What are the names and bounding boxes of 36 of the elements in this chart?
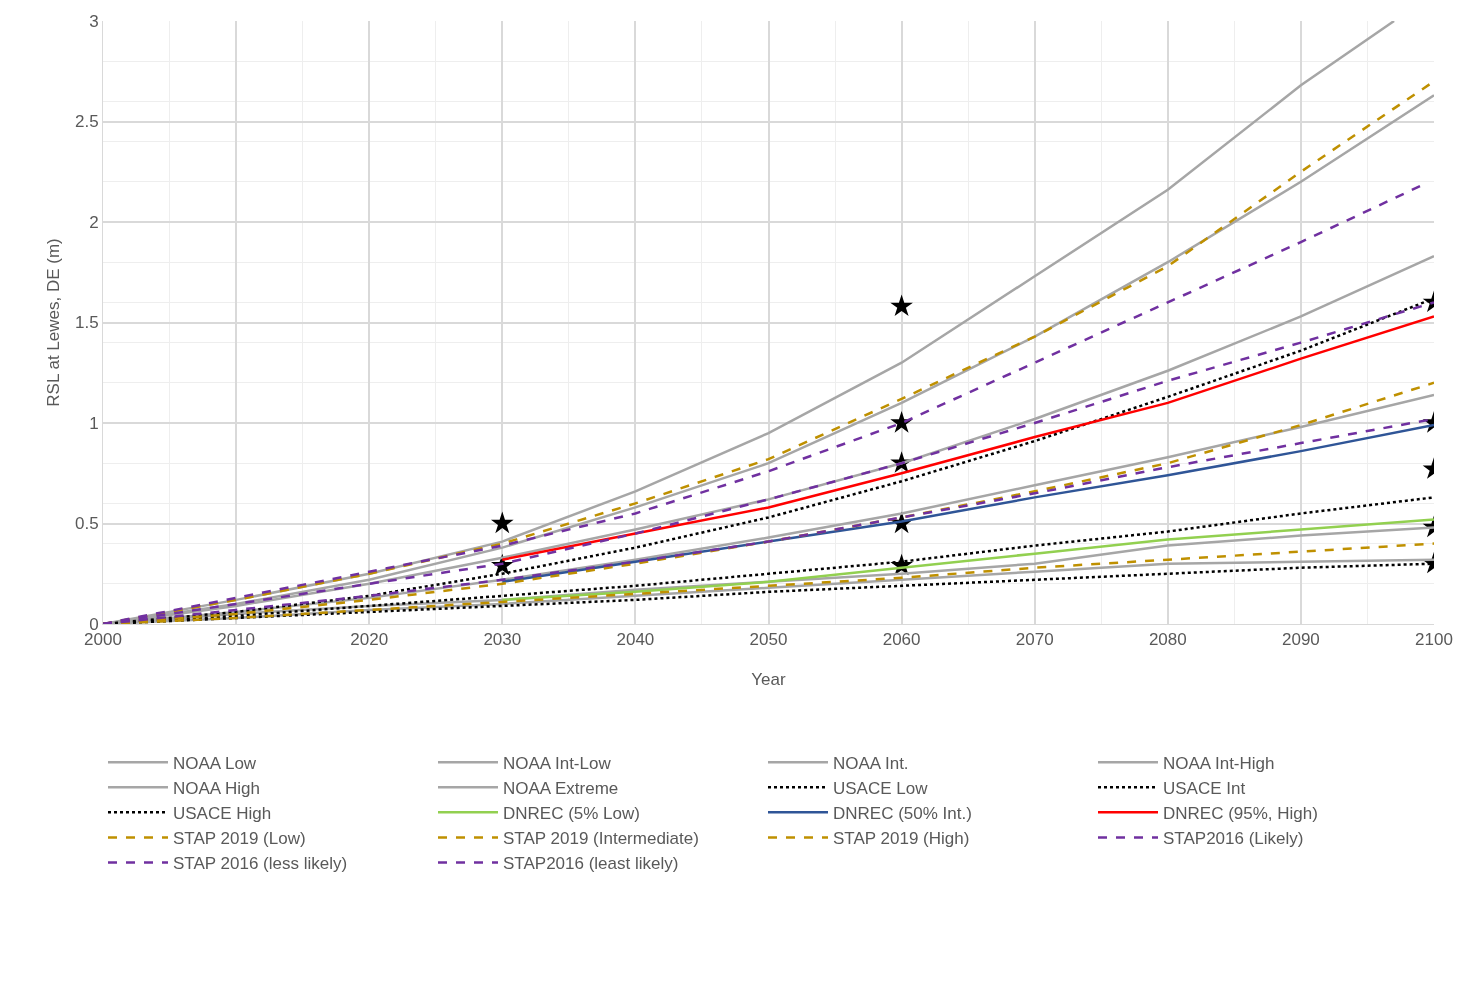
legend-label: DNREC (95%, High) [1163,803,1318,823]
x-tick-label: 2070 [1015,630,1054,650]
legend-label: DNREC (5% Low) [503,803,640,823]
legend-label: STAP 2019 (High) [833,829,970,849]
legend-label: NOAA Extreme [503,778,619,798]
legend-label: STAP 2019 (Intermediate) [503,829,699,849]
x-tick-label: 2010 [217,630,256,650]
x-tick-label: 2040 [616,630,655,650]
legend-label: USACE Low [833,778,929,798]
y-tick-label: 3 [89,11,99,31]
x-tick-label: 2060 [882,630,921,650]
x-tick-label: 2090 [1281,630,1320,650]
legend-label: STAP 2019 (Low) [173,829,306,849]
x-tick-label: 2050 [749,630,788,650]
y-tick-label: 0.5 [74,514,99,534]
y-tick-label: 2.5 [74,112,99,132]
legend-label: NOAA Int. [833,753,909,773]
legend-label: NOAA High [173,778,260,798]
x-tick-label: 2020 [350,630,389,650]
x-tick-label: 2080 [1148,630,1187,650]
legend-label: DNREC (50% Int.) [833,803,972,823]
x-tick-label: 2030 [483,630,522,650]
legend-label: NOAA Low [173,753,257,773]
y-tick-label: 2 [89,212,99,232]
legend-label: NOAA Int-High [1163,753,1275,773]
legend-label: STAP2016 (least likely) [503,854,679,874]
y-tick-label: 1.5 [74,313,99,333]
x-axis-title: Year [751,670,787,689]
legend-label: USACE High [173,803,272,823]
y-axis-title: RSL at Lewes, DE (m) [44,238,63,407]
x-tick-label: 2100 [1415,630,1453,650]
legend-label: STAP 2016 (less likely) [173,854,348,874]
legend-label: USACE Int [1163,778,1246,798]
legend-label: NOAA Int-Low [503,753,612,773]
legend-label: STAP2016 (Likely) [1163,829,1304,849]
y-tick-label: 1 [89,413,99,433]
